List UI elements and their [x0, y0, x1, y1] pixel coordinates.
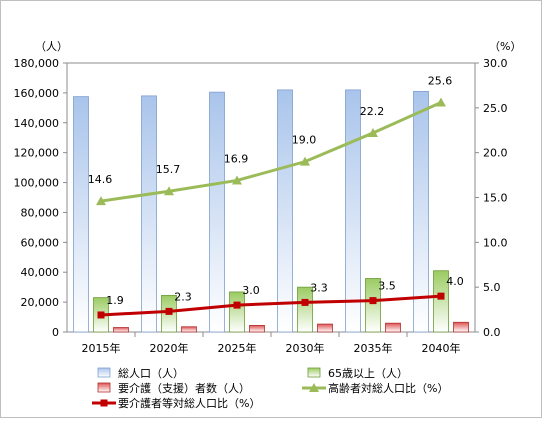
- care-ratio-point: [301, 298, 309, 306]
- bar-total-population: [73, 96, 89, 333]
- care-ratio-point: [97, 311, 105, 319]
- bar-age-65-plus: [433, 270, 449, 333]
- elderly-ratio-label: 14.6: [88, 173, 113, 186]
- legend-care-ratio-marker: [100, 399, 108, 407]
- care-ratio-point: [437, 292, 445, 300]
- bar-care-recipients: [385, 322, 401, 333]
- bar-care-recipients: [113, 327, 129, 333]
- right-tick-label: 30.0: [483, 57, 508, 70]
- care-ratio-label: 4.0: [446, 275, 464, 288]
- elderly-ratio-point: [436, 97, 446, 107]
- care-ratio-label: 1.9: [106, 294, 124, 307]
- bar-total-population: [345, 89, 361, 333]
- care-ratio-point: [233, 301, 241, 309]
- right-tick-label: 15.0: [483, 192, 508, 205]
- care-ratio-point: [369, 297, 377, 305]
- x-tick-label: 2035年: [354, 341, 393, 355]
- care-ratio-label: 3.3: [310, 281, 328, 294]
- care-ratio-line: [100, 294, 442, 317]
- bar-series: [73, 89, 469, 333]
- right-tick-label: 0.0: [483, 326, 501, 339]
- bar-care-recipients: [317, 323, 333, 333]
- x-axis-ticks: 2015年 2020年 2025年 2030年 2035年 2040年: [82, 341, 461, 355]
- left-tick-label: 120,000: [14, 147, 60, 160]
- bar-age-65-plus: [365, 278, 381, 333]
- elderly-ratio-line: [100, 101, 442, 203]
- bar-total-population: [277, 89, 293, 333]
- elderly-ratio-label: 15.7: [156, 163, 181, 176]
- x-tick-label: 2015年: [82, 341, 121, 355]
- elderly-ratio-point: [96, 196, 106, 206]
- elderly-ratio-point: [368, 127, 378, 137]
- elderly-ratio-label: 25.6: [428, 74, 453, 87]
- care-ratio-label: 3.5: [378, 280, 396, 293]
- left-axis-ticks: 0 20,000 40,000 60,000 80,000 100,000 120,000 1…: [14, 57, 67, 339]
- legend-elderly-ratio-marker: [309, 383, 319, 392]
- legend-elderly-ratio-label: 高齢者対総人口比（%）: [328, 381, 448, 395]
- left-tick-label: 40,000: [21, 266, 60, 279]
- x-tick-label: 2025年: [218, 341, 257, 355]
- left-tick-label: 60,000: [21, 236, 60, 249]
- legend-total-population-label: 総人口（人）: [118, 366, 184, 380]
- care-ratio-label: 2.3: [174, 290, 192, 303]
- legend-care-recipients-swatch: [97, 382, 111, 393]
- bar-total-population: [413, 90, 429, 333]
- right-axis-unit: （%）: [489, 40, 521, 53]
- x-tick-label: 2040年: [422, 341, 461, 355]
- legend-total-population-swatch: [97, 367, 111, 378]
- left-tick-label: 100,000: [14, 177, 60, 190]
- left-tick-label: 140,000: [14, 117, 60, 130]
- right-tick-label: 25.0: [483, 102, 508, 115]
- x-tick-label: 2020年: [150, 341, 189, 355]
- left-tick-label: 80,000: [21, 206, 60, 219]
- bar-care-recipients: [181, 326, 197, 333]
- bar-care-recipients: [453, 321, 469, 333]
- bar-age-65-plus: [229, 291, 245, 333]
- left-tick-label: 0: [52, 326, 59, 339]
- care-ratio-label: 3.0: [242, 284, 260, 297]
- line-series: 14.6 15.7 16.9 19.0 22.2 25.6 1.9 2.3 3.0 3.3 3.5 4…: [88, 74, 464, 319]
- legend-age-65-plus-label: 65歳以上（人）: [328, 367, 408, 380]
- right-axis-ticks: 0.0 5.0 10.0 15.0 20.0 25.0 30.0: [475, 57, 508, 339]
- bar-total-population: [209, 91, 225, 333]
- legend-age-65-plus-swatch: [307, 367, 321, 378]
- elderly-ratio-label: 19.0: [292, 134, 317, 147]
- elderly-ratio-point: [300, 156, 310, 166]
- left-axis-unit: （人）: [35, 40, 68, 53]
- elderly-ratio-label: 22.2: [360, 105, 385, 118]
- elderly-ratio-point: [232, 175, 242, 185]
- bar-age-65-plus: [297, 286, 313, 333]
- left-tick-label: 20,000: [21, 296, 60, 309]
- right-tick-label: 5.0: [483, 281, 501, 294]
- elderly-ratio-label: 16.9: [224, 152, 249, 165]
- bar-care-recipients: [249, 325, 265, 333]
- care-ratio-point: [165, 307, 173, 315]
- x-tick-label: 2030年: [286, 341, 325, 355]
- right-tick-label: 20.0: [483, 147, 508, 160]
- left-tick-label: 180,000: [14, 57, 60, 70]
- legend-care-ratio-label: 要介護者等対総人口比（%）: [118, 396, 260, 410]
- bar-total-population: [141, 95, 157, 333]
- left-tick-label: 160,000: [14, 87, 60, 100]
- legend: 総人口（人） 65歳以上（人） 要介護（支援）者数（人） 高齢者対総人口比（%） 要介護…: [92, 366, 448, 410]
- right-tick-label: 10.0: [483, 236, 508, 249]
- elderly-ratio-point: [164, 186, 174, 196]
- legend-care-recipients-label: 要介護（支援）者数（人）: [118, 381, 250, 395]
